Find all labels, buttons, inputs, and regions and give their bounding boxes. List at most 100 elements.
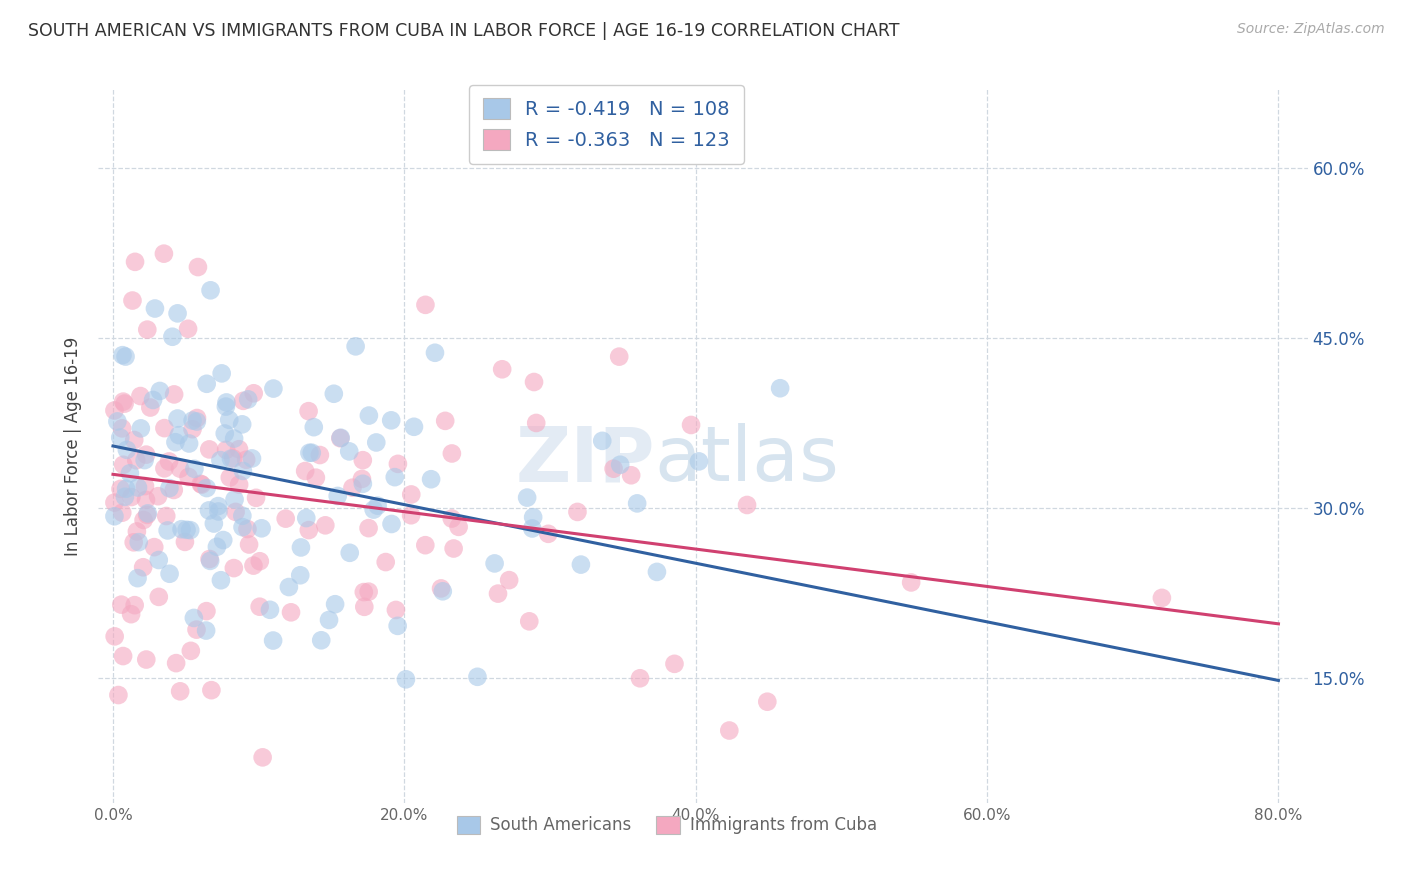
Point [402, 419, 425, 434]
Point [218, 470, 240, 484]
Point [367, 499, 389, 513]
Point [232, 464, 254, 478]
Point [198, 442, 221, 457]
Point [149, 384, 172, 398]
Point [195, 376, 218, 391]
Point [374, 555, 396, 569]
Point [242, 558, 264, 573]
Point [110, 431, 132, 445]
Point [607, 350, 630, 364]
Point [432, 584, 454, 599]
Point [280, 605, 302, 619]
Point [222, 451, 245, 466]
Point [115, 482, 138, 496]
Point [522, 521, 544, 535]
Point [277, 580, 299, 594]
Point [232, 393, 254, 408]
Point [165, 656, 187, 670]
Point [139, 401, 162, 415]
Point [298, 446, 321, 460]
Point [129, 421, 152, 435]
Point [342, 481, 364, 495]
Point [132, 513, 155, 527]
Point [484, 557, 506, 571]
Point [120, 490, 142, 504]
Point [238, 537, 260, 551]
Point [222, 561, 245, 575]
Point [344, 339, 367, 353]
Point [231, 417, 253, 432]
Point [626, 496, 648, 510]
Point [174, 535, 197, 549]
Point [900, 575, 922, 590]
Point [118, 467, 141, 481]
Point [294, 464, 316, 478]
Point [166, 411, 188, 425]
Point [111, 348, 134, 362]
Point [186, 415, 208, 429]
Point [181, 422, 204, 436]
Point [231, 508, 253, 523]
Point [353, 585, 375, 599]
Point [415, 298, 437, 312]
Point [440, 511, 463, 525]
Point [225, 505, 247, 519]
Point [380, 516, 402, 531]
Point [498, 573, 520, 587]
Point [524, 416, 547, 430]
Point [224, 492, 246, 507]
Point [252, 750, 274, 764]
Y-axis label: In Labor Force | Age 16-19: In Labor Force | Age 16-19 [65, 336, 83, 556]
Point [443, 541, 465, 556]
Point [718, 723, 741, 738]
Point [142, 392, 165, 407]
Point [218, 413, 240, 427]
Point [235, 452, 257, 467]
Point [190, 477, 212, 491]
Point [159, 566, 181, 581]
Point [318, 613, 340, 627]
Point [350, 472, 373, 486]
Point [769, 381, 792, 395]
Point [399, 508, 422, 523]
Point [136, 507, 159, 521]
Point [387, 457, 409, 471]
Point [129, 389, 152, 403]
Point [186, 411, 208, 425]
Point [250, 521, 273, 535]
Point [186, 623, 208, 637]
Point [156, 524, 179, 538]
Point [309, 633, 332, 648]
Point [176, 523, 198, 537]
Point [415, 538, 437, 552]
Point [339, 546, 361, 560]
Point [236, 522, 259, 536]
Point [114, 350, 136, 364]
Point [240, 451, 263, 466]
Point [104, 629, 127, 643]
Point [122, 535, 145, 549]
Point [159, 481, 181, 495]
Point [134, 479, 156, 493]
Point [155, 508, 177, 523]
Point [146, 489, 169, 503]
Point [195, 624, 218, 638]
Point [602, 461, 624, 475]
Point [423, 345, 446, 359]
Point [112, 458, 135, 472]
Point [337, 444, 360, 458]
Point [110, 598, 132, 612]
Point [569, 558, 592, 572]
Point [302, 420, 325, 434]
Point [135, 652, 157, 666]
Point [681, 417, 703, 432]
Point [322, 386, 344, 401]
Point [214, 426, 236, 441]
Point [195, 481, 218, 495]
Point [211, 367, 233, 381]
Point [384, 470, 406, 484]
Point [517, 615, 540, 629]
Point [447, 520, 470, 534]
Point [169, 461, 191, 475]
Point [274, 511, 297, 525]
